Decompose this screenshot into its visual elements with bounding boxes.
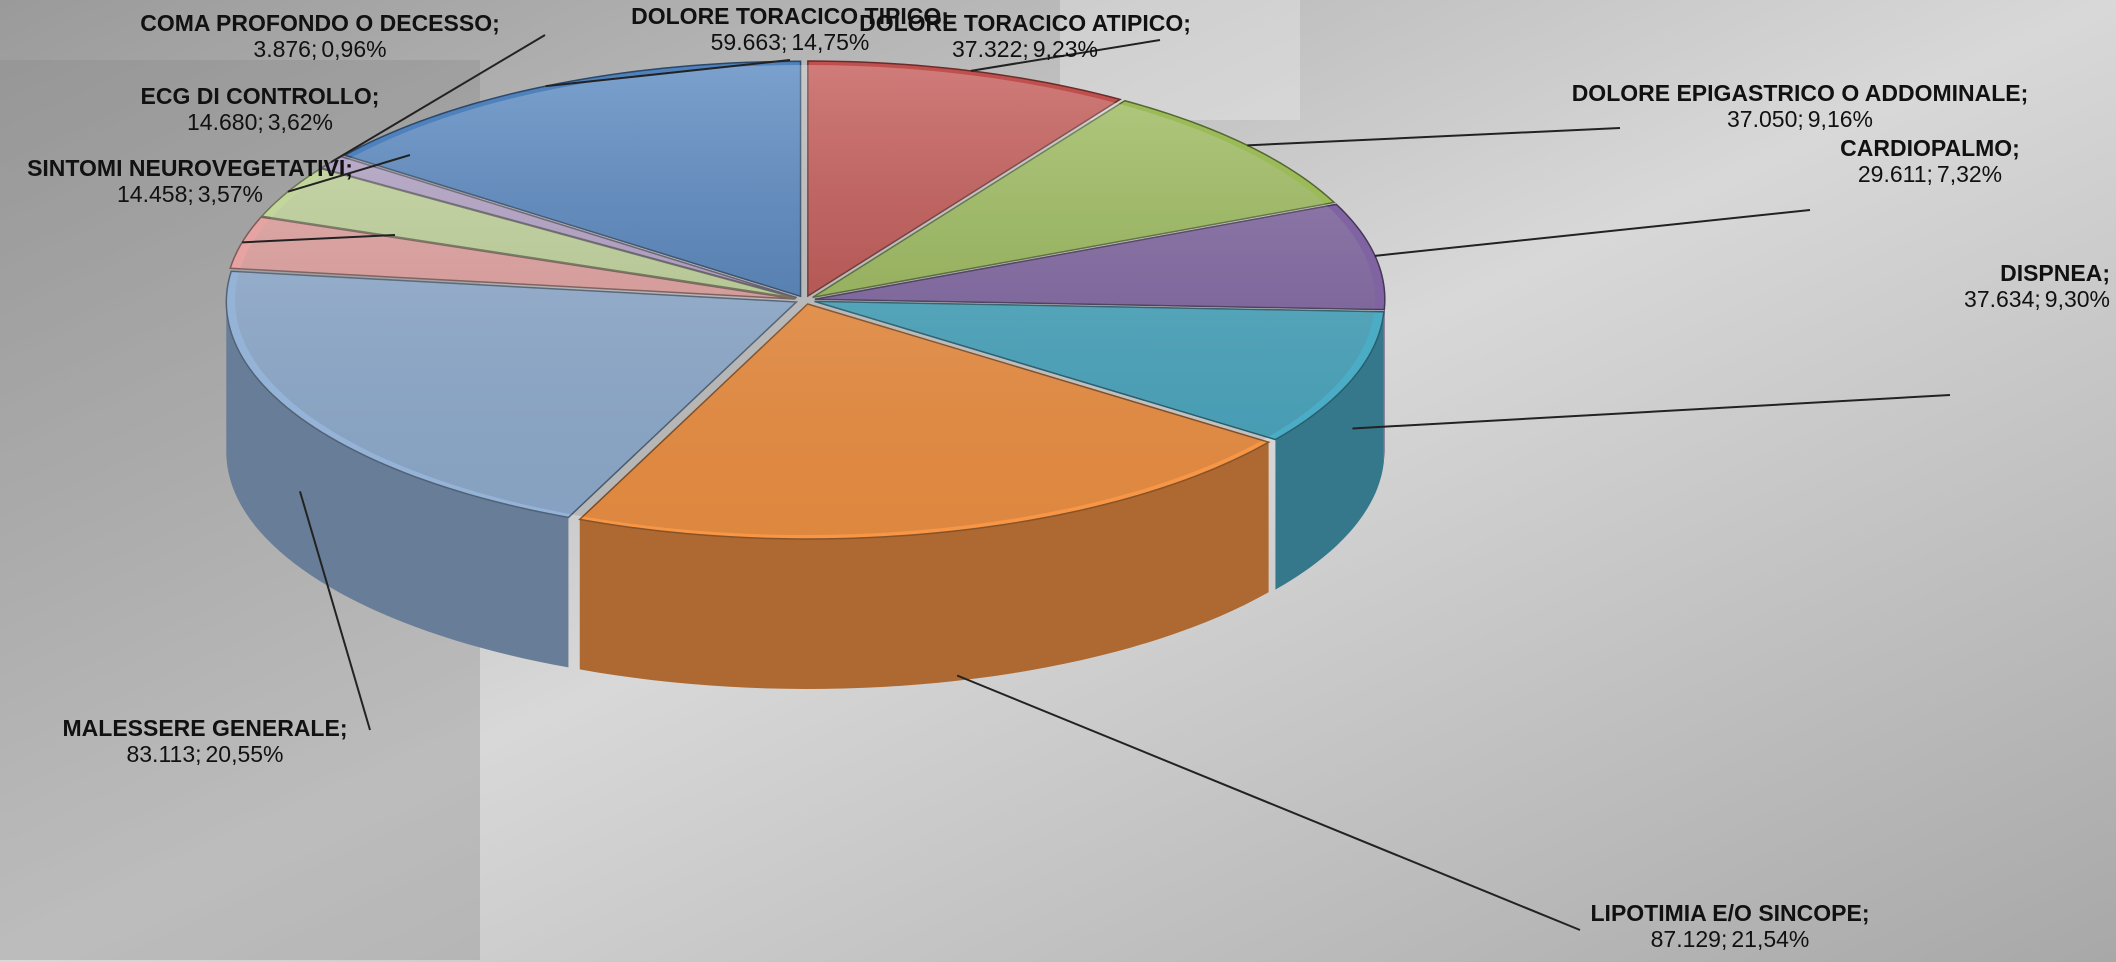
leader-line <box>970 39 1161 72</box>
category-label: DISPNEA; <box>2000 260 2110 286</box>
value-count: 37.050; <box>1727 106 1804 132</box>
slice-wall <box>1384 299 1385 460</box>
leader-line <box>1374 209 1811 257</box>
leader-line <box>299 491 371 731</box>
value-label: 37.634; 9,30% <box>1964 286 2110 312</box>
leader-line <box>242 234 396 244</box>
leader-line <box>287 154 411 193</box>
value-label: 83.113; 20,55% <box>126 741 283 767</box>
slice-wall <box>579 442 1269 689</box>
value-percent: 7,32% <box>1937 161 2002 187</box>
value-percent: 21,54% <box>1731 926 1809 952</box>
category-label: ECG DI CONTROLLO; <box>141 83 380 109</box>
category-label: LIPOTIMIA E/O SINCOPE; <box>1591 900 1870 926</box>
value-label: 3.876; 0,96% <box>253 36 386 62</box>
value-count: 14.680; <box>187 109 264 135</box>
value-label: 29.611; 7,32% <box>1858 161 2002 187</box>
value-count: 14.458; <box>117 181 194 207</box>
value-label: 59.663; 14,75% <box>711 29 870 55</box>
value-percent: 9,16% <box>1808 106 1873 132</box>
category-label: DOLORE EPIGASTRICO O ADDOMINALE; <box>1572 80 2029 106</box>
value-percent: 14,75% <box>791 29 869 55</box>
category-label: SINTOMI NEUROVEGETATIVI; <box>27 155 353 181</box>
value-percent: 3,57% <box>198 181 263 207</box>
value-count: 37.322; <box>952 36 1029 62</box>
value-count: 83.113; <box>126 741 201 767</box>
category-label: MALESSERE GENERALE; <box>63 715 348 741</box>
category-label: DOLORE TORACICO ATIPICO; <box>859 10 1191 36</box>
value-percent: 20,55% <box>206 741 284 767</box>
value-percent: 0,96% <box>321 36 386 62</box>
value-label: 37.322; 9,23% <box>952 36 1098 62</box>
leader-line <box>330 34 546 164</box>
value-count: 59.663; <box>711 29 788 55</box>
value-count: 29.611; <box>1858 161 1933 187</box>
category-label: CARDIOPALMO; <box>1840 135 2020 161</box>
leader-line <box>1247 127 1621 147</box>
value-percent: 3,62% <box>268 109 333 135</box>
leader-line <box>956 674 1581 931</box>
category-label: COMA PROFONDO O DECESSO; <box>140 10 500 36</box>
value-count: 87.129; <box>1651 926 1728 952</box>
value-label: 87.129; 21,54% <box>1651 926 1810 952</box>
category-label: DOLORE TORACICO TIPICO; <box>631 3 949 29</box>
value-percent: 9,23% <box>1033 36 1098 62</box>
value-label: 14.458; 3,57% <box>117 181 263 207</box>
value-count: 37.634; <box>1964 286 2041 312</box>
value-percent: 9,30% <box>2045 286 2110 312</box>
leader-line <box>1352 394 1951 430</box>
value-label: 37.050; 9,16% <box>1727 106 1873 132</box>
value-label: 14.680; 3,62% <box>187 109 333 135</box>
value-count: 3.876; <box>253 36 317 62</box>
leader-line <box>545 59 791 88</box>
